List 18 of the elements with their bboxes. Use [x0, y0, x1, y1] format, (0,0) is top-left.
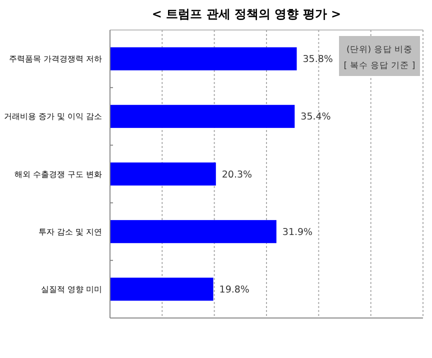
bar [110, 162, 216, 186]
y-tick-label: 거래비용 증가 및 이익 감소 [4, 112, 102, 122]
y-tick-label: 실질적 영향 미미 [40, 285, 102, 294]
data-label: 35.4% [300, 112, 331, 123]
bar [110, 47, 297, 70]
bar [110, 104, 295, 128]
bar [110, 278, 214, 301]
data-label: 35.8% [302, 54, 333, 66]
chart-title: < 트럼프 관세 정책의 영향 평가 > [152, 7, 342, 21]
data-label: 31.9% [282, 226, 313, 238]
data-label: 20.3% [222, 169, 252, 180]
data-label: 19.8% [219, 284, 250, 296]
bar [110, 220, 276, 244]
y-tick-label: 해외 수출경쟁 구도 변화 [14, 170, 102, 179]
y-tick-label: 주력품목 가격경쟁력 저하 [8, 54, 102, 64]
annotation: (단위) 응답 비중 [346, 45, 413, 55]
annotation: [ 복수 응답 기준 ] [344, 61, 416, 71]
y-tick-label: 투자 감소 및 지연 [38, 227, 102, 236]
